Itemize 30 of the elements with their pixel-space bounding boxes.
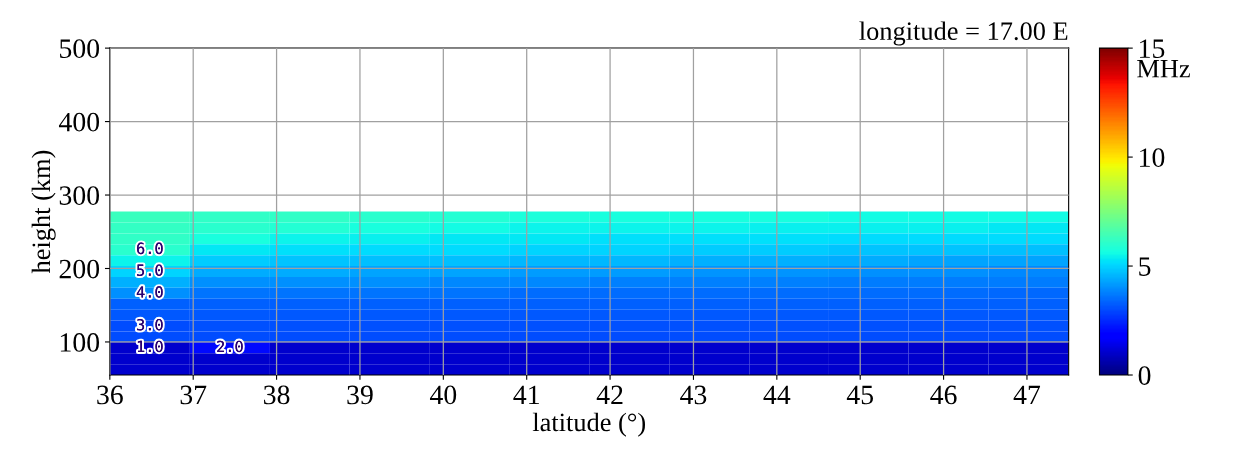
- color-bar-label: 0: [1138, 366, 1151, 385]
- data-label: 2.0: [217, 340, 243, 353]
- x-tick-label: 38: [264, 385, 290, 405]
- data-label: 3.0: [137, 318, 163, 331]
- y-tick-label: 400: [58, 112, 100, 132]
- y-tick-label: 100: [60, 333, 100, 352]
- x-tick-label: 43: [680, 385, 707, 405]
- x-tick-label: 36: [97, 385, 123, 405]
- x-tick-label: 45: [846, 385, 874, 405]
- color-bar-label: 15: [1140, 39, 1165, 59]
- x-tick-label: 37: [180, 385, 207, 405]
- chart-subtitle: longitude = 17.00 E: [859, 21, 1068, 46]
- data-label: 1.0: [137, 340, 163, 353]
- color-bar-label: 10: [1140, 148, 1165, 167]
- color-bar-label: 5: [1139, 257, 1151, 276]
- x-axis-title: latitude (°): [532, 412, 646, 437]
- color-bar-title: MHz: [1137, 60, 1190, 78]
- x-tick-label: 42: [596, 385, 623, 404]
- y-tick-label: 500: [60, 39, 100, 59]
- y-tick-label: 300: [59, 186, 100, 205]
- y-axis-title: height (km): [31, 150, 56, 274]
- y-tick-label: 200: [59, 259, 100, 279]
- data-label: 6.0: [137, 242, 163, 255]
- x-tick-label: 40: [429, 385, 457, 405]
- x-tick-label: 46: [930, 385, 957, 405]
- x-tick-label: 47: [1013, 385, 1041, 404]
- data-label: 4.0: [136, 286, 163, 298]
- x-tick-label: 39: [347, 385, 373, 405]
- x-tick-label: 41: [513, 385, 539, 404]
- x-tick-label: 44: [763, 385, 791, 404]
